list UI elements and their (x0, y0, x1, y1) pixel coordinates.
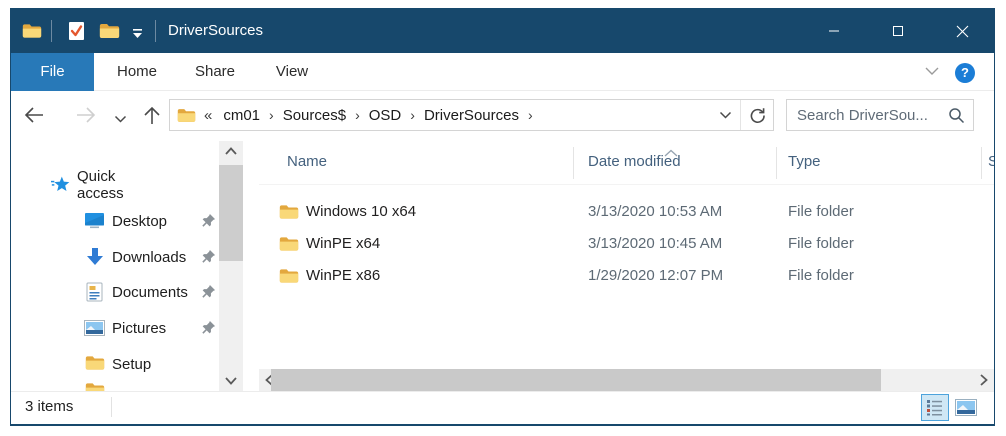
breadcrumb-overflow[interactable]: « (204, 106, 213, 124)
close-button[interactable] (930, 9, 994, 53)
pictures-icon (84, 320, 105, 340)
folder-icon (279, 236, 299, 257)
sidebar-item-label: Desktop (112, 212, 168, 230)
column-header-size[interactable]: Size (988, 153, 994, 170)
search-icon[interactable] (948, 107, 965, 129)
expand-ribbon-icon[interactable] (924, 64, 940, 82)
tab-view[interactable]: View (275, 63, 309, 80)
tab-home[interactable]: Home (116, 63, 157, 80)
scroll-up-icon[interactable] (219, 143, 243, 159)
sidebar-item-label: Downloads (112, 248, 187, 266)
sidebar-item-label: Pictures (112, 319, 167, 337)
recent-locations-caret-icon[interactable] (114, 111, 127, 129)
maximize-button[interactable] (866, 9, 930, 53)
file-type: File folder (788, 267, 854, 284)
breadcrumb-item[interactable]: DriverSources (423, 106, 519, 124)
window-title: DriverSources (168, 22, 264, 39)
horizontal-scrollbar[interactable] (259, 369, 994, 391)
refresh-icon[interactable] (740, 100, 773, 130)
title-bar[interactable]: DriverSources (11, 9, 994, 53)
file-date-modified: 3/13/2020 10:45 AM (588, 235, 723, 252)
file-date-modified: 1/29/2020 12:07 PM (588, 267, 724, 284)
items-count: 3 items (25, 398, 74, 415)
window-controls (802, 9, 994, 53)
pin-icon (201, 249, 216, 268)
file-row-winpe-x86[interactable]: WinPE x86 1/29/2020 12:07 PM File folder (259, 261, 994, 293)
back-icon[interactable] (23, 106, 45, 129)
column-header-name[interactable]: Name (287, 153, 328, 170)
sort-ascending-icon[interactable] (664, 144, 678, 162)
column-divider[interactable] (776, 147, 777, 179)
file-name: WinPE x86 (306, 267, 381, 284)
statusbar-separator (111, 397, 112, 417)
up-icon[interactable] (143, 106, 161, 131)
tab-share[interactable]: Share (194, 63, 236, 80)
column-header-row: Name Date modified Type Size (259, 141, 994, 185)
search-input[interactable] (787, 100, 955, 130)
ribbon-tab-bar: File Home Share View ? (11, 53, 994, 91)
sidebar-item-label: Documents (112, 283, 188, 301)
breadcrumb-separator-icon[interactable]: › (355, 107, 360, 123)
sidebar-item-label: Setup (112, 355, 152, 373)
minimize-button[interactable] (802, 9, 866, 53)
folder-icon (279, 268, 299, 289)
tab-file[interactable]: File (11, 53, 94, 91)
address-dropdown-caret-icon[interactable] (710, 100, 740, 130)
desktop-icon (84, 212, 105, 234)
folder-icon (85, 382, 105, 391)
pin-icon (201, 320, 216, 339)
scroll-down-icon[interactable] (219, 373, 243, 389)
scrollbar-thumb[interactable] (271, 369, 881, 391)
breadcrumb-item[interactable]: cm01 (223, 106, 261, 124)
file-explorer-window: DriverSources File Home Share View ? (10, 8, 995, 426)
qat-new-folder-icon[interactable] (99, 23, 120, 44)
quick-access-star-icon (51, 175, 71, 199)
column-divider[interactable] (981, 147, 982, 179)
folder-icon (279, 204, 299, 225)
file-type: File folder (788, 203, 854, 220)
forward-icon[interactable] (75, 106, 97, 129)
file-date-modified: 3/13/2020 10:53 AM (588, 203, 723, 220)
breadcrumb-separator-icon[interactable]: › (527, 107, 533, 123)
breadcrumb: « cm01 › Sources$ › OSD › DriverSources … (196, 100, 710, 130)
pin-icon (201, 284, 216, 303)
scroll-right-icon[interactable] (974, 369, 994, 391)
search-box (786, 99, 974, 131)
file-row-windows-10-x64[interactable]: Windows 10 x64 3/13/2020 10:53 AM File f… (259, 197, 994, 229)
documents-icon (86, 282, 103, 306)
folder-icon (85, 355, 105, 375)
sidebar-scrollbar[interactable] (219, 141, 243, 391)
qat-properties-icon[interactable] (68, 21, 85, 46)
breadcrumb-item[interactable]: Sources$ (282, 106, 347, 124)
main-content: Quick access Desktop Downloads Doc (11, 141, 994, 391)
qat-customize-caret-icon[interactable] (132, 26, 143, 44)
details-view-button[interactable] (921, 394, 949, 421)
file-name: WinPE x64 (306, 235, 381, 252)
sidebar-item-label: Quick access (77, 168, 124, 202)
scrollbar-thumb[interactable] (219, 165, 243, 261)
file-name: Windows 10 x64 (306, 203, 417, 220)
breadcrumb-separator-icon[interactable]: › (269, 107, 274, 123)
column-header-type[interactable]: Type (788, 153, 821, 170)
large-icons-view-button[interactable] (952, 394, 980, 421)
help-icon[interactable]: ? (955, 63, 975, 83)
address-folder-icon (177, 108, 196, 123)
column-header-date-modified[interactable]: Date modified (588, 153, 681, 170)
explorer-app-icon (22, 23, 42, 44)
titlebar-separator (155, 20, 156, 42)
breadcrumb-separator-icon[interactable]: › (410, 107, 415, 123)
file-type: File folder (788, 235, 854, 252)
file-row-winpe-x64[interactable]: WinPE x64 3/13/2020 10:45 AM File folder (259, 229, 994, 261)
breadcrumb-item[interactable]: OSD (368, 106, 402, 124)
titlebar-separator (51, 20, 52, 42)
column-divider[interactable] (573, 147, 574, 179)
status-bar: 3 items (11, 391, 994, 424)
pin-icon (201, 213, 216, 232)
address-bar[interactable]: « cm01 › Sources$ › OSD › DriverSources … (169, 99, 774, 131)
navigation-bar: « cm01 › Sources$ › OSD › DriverSources … (11, 91, 994, 141)
downloads-icon (86, 247, 104, 271)
